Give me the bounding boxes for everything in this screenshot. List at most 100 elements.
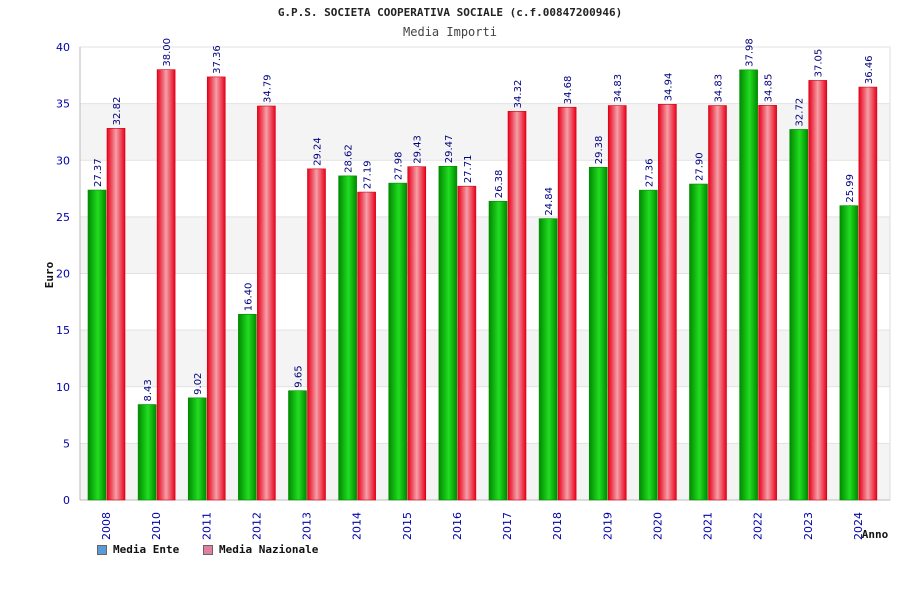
x-tick-label: 2019 <box>601 512 614 540</box>
bar-media-ente <box>588 166 608 501</box>
y-tick-label: 15 <box>56 324 70 337</box>
bar-value-label: 34.79 <box>262 74 273 103</box>
bar-value-label: 29.43 <box>413 135 424 164</box>
x-tick-label: 2021 <box>702 512 715 540</box>
x-tick-label: 2010 <box>150 512 163 540</box>
y-tick-label: 40 <box>56 41 70 54</box>
bar-value-label: 37.05 <box>814 49 825 78</box>
bar-media-nazionale <box>156 69 176 501</box>
bar-media-nazionale <box>607 105 627 501</box>
bar-value-label: 37.98 <box>745 38 756 67</box>
bar-value-label: 9.02 <box>193 373 204 395</box>
x-tick-label: 2024 <box>852 512 865 540</box>
bar-media-nazionale <box>808 80 828 501</box>
bar-media-ente <box>87 189 107 501</box>
y-tick-label: 10 <box>56 381 70 394</box>
bar-media-ente <box>137 404 157 501</box>
bar-value-label: 25.99 <box>845 174 856 203</box>
x-axis-label: Anno <box>862 528 889 541</box>
x-tick-label: 2017 <box>501 512 514 540</box>
bar-value-label: 27.19 <box>363 160 374 189</box>
bar-media-ente <box>839 205 859 501</box>
bar-value-label: 27.36 <box>644 159 655 188</box>
bar-value-label: 29.38 <box>594 136 605 165</box>
bar-media-ente <box>689 183 708 501</box>
bar-value-label: 28.62 <box>344 144 355 173</box>
bar-media-nazionale <box>206 76 226 501</box>
bar-media-ente <box>789 129 809 501</box>
bar-media-nazionale <box>758 105 777 501</box>
bar-media-nazionale <box>407 166 427 501</box>
bar-value-label: 34.94 <box>663 73 674 102</box>
bar-media-nazionale <box>357 191 376 501</box>
bar-media-nazionale <box>708 105 727 501</box>
y-axis-label: Euro <box>43 261 56 288</box>
x-tick-label: 2015 <box>401 512 414 540</box>
x-tick-label: 2018 <box>551 512 564 540</box>
bar-value-label: 27.37 <box>93 158 104 187</box>
bar-value-label: 27.98 <box>394 151 405 180</box>
bar-value-label: 16.40 <box>243 283 254 312</box>
bar-value-label: 34.68 <box>563 76 574 105</box>
y-tick-label: 35 <box>56 98 70 111</box>
y-tick-label: 30 <box>56 154 70 167</box>
bar-value-label: 38.00 <box>162 38 173 67</box>
legend-item-nazionale: Media Nazionale <box>203 543 318 556</box>
x-tick-label: 2011 <box>200 512 213 540</box>
bar-media-ente <box>238 313 257 501</box>
chart-title: G.P.S. SOCIETA COOPERATIVA SOCIALE (c.f.… <box>277 6 623 19</box>
legend-swatch-ente <box>97 544 107 555</box>
bar-media-nazionale <box>858 86 878 501</box>
chart-subtitle: Media Importi <box>403 25 497 39</box>
bar-media-ente <box>187 397 207 501</box>
bar-value-label: 27.71 <box>463 155 474 184</box>
bar-media-nazionale <box>457 185 477 501</box>
x-tick-label: 2014 <box>351 512 364 540</box>
bar-value-label: 37.36 <box>212 45 223 74</box>
bar-value-label: 27.90 <box>695 152 706 181</box>
bar-value-label: 34.83 <box>613 74 624 103</box>
x-tick-label: 2008 <box>100 512 113 540</box>
bar-value-label: 24.84 <box>544 187 555 216</box>
bar-media-ente <box>288 390 307 501</box>
y-tick-label: 25 <box>56 211 70 224</box>
bar-value-label: 32.82 <box>112 97 123 126</box>
x-tick-label: 2012 <box>250 512 263 540</box>
bar-media-ente <box>639 189 658 501</box>
bar-media-ente <box>338 175 357 501</box>
bar-value-label: 26.38 <box>494 170 505 199</box>
bar-media-ente <box>488 200 508 501</box>
bar-value-label: 34.83 <box>714 74 725 103</box>
legend-label-nazionale: Media Nazionale <box>219 543 319 556</box>
bar-value-label: 34.85 <box>764 74 775 103</box>
bar-media-ente <box>538 218 558 501</box>
bar-media-nazionale <box>257 105 276 501</box>
bar-media-nazionale <box>557 106 577 501</box>
y-tick-label: 5 <box>63 437 70 450</box>
x-tick-label: 2020 <box>651 512 664 540</box>
y-tick-label: 0 <box>63 494 70 507</box>
x-tick-label: 2022 <box>752 512 765 540</box>
bar-value-label: 34.32 <box>513 80 524 109</box>
bar-value-label: 8.43 <box>143 379 154 401</box>
bar-media-nazionale <box>307 168 326 501</box>
bar-media-ente <box>388 182 408 501</box>
bar-value-label: 29.24 <box>313 137 324 166</box>
x-tick-label: 2023 <box>802 512 815 540</box>
bar-media-nazionale <box>106 128 126 501</box>
bar-media-nazionale <box>658 104 677 501</box>
bar-media-ente <box>739 69 758 501</box>
bar-value-label: 32.72 <box>795 98 806 127</box>
x-tick-label: 2013 <box>301 512 314 540</box>
legend-item-ente: Media Ente <box>97 543 179 556</box>
legend-label-ente: Media Ente <box>113 543 180 556</box>
y-tick-label: 20 <box>56 268 70 281</box>
legend-swatch-nazionale <box>203 544 213 555</box>
bar-value-label: 9.65 <box>294 365 305 387</box>
bar-media-nazionale <box>507 111 527 501</box>
x-tick-label: 2016 <box>451 512 464 540</box>
bar-media-ente <box>438 165 458 501</box>
bar-value-label: 36.46 <box>864 55 875 84</box>
bar-value-label: 29.47 <box>444 135 455 164</box>
